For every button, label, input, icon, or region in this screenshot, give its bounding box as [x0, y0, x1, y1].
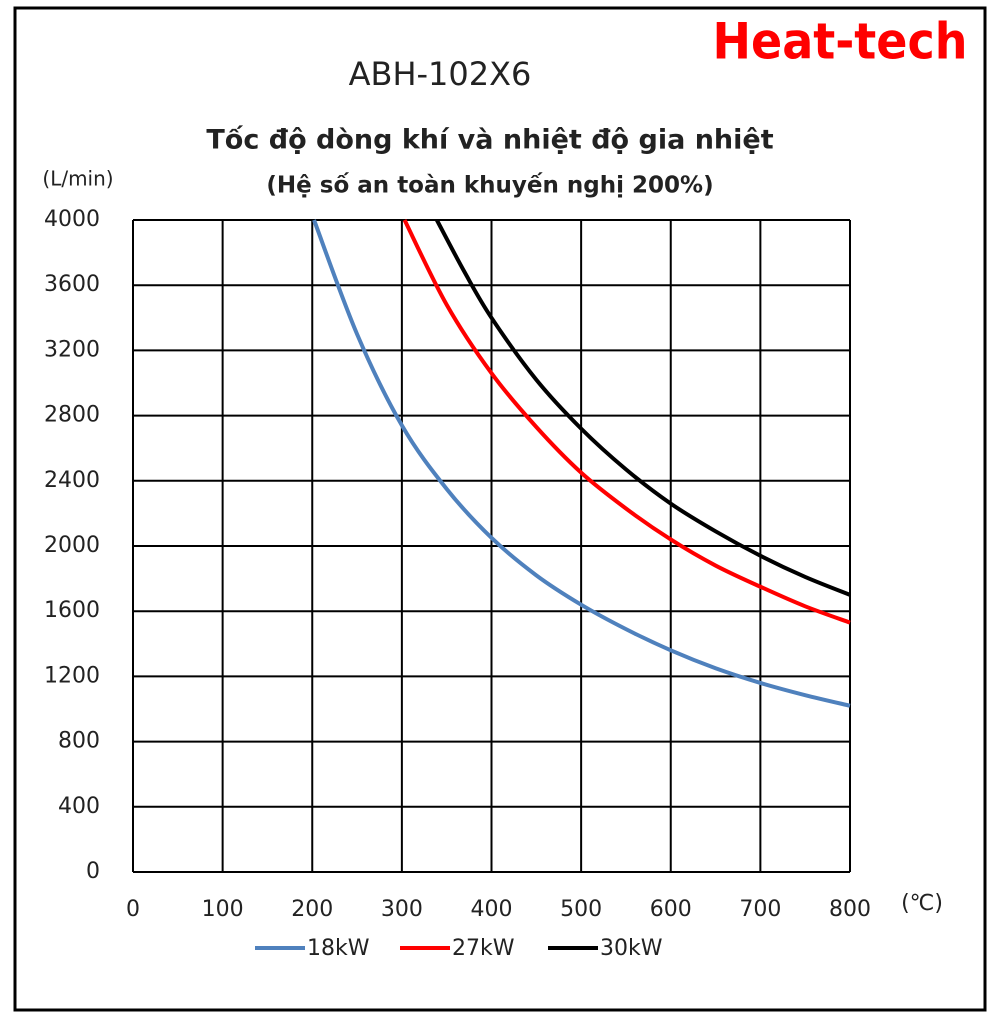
legend-label: 30kW	[600, 936, 663, 961]
x-tick-label: 700	[739, 897, 781, 922]
x-tick-label: 800	[829, 897, 871, 922]
line-series	[435, 219, 851, 597]
y-tick-label: 2000	[44, 533, 100, 558]
x-axis-label: (℃)	[901, 891, 943, 916]
brand: Heat-tech	[713, 13, 968, 71]
chart-subtitle: Tốc độ dòng khí và nhiệt độ gia nhiệt	[206, 125, 773, 156]
y-tick-label: 2400	[44, 468, 100, 493]
y-tick-label: 1200	[44, 663, 100, 688]
legend-label: 27kW	[452, 936, 515, 961]
x-tick-label: 0	[126, 897, 140, 922]
chart-subtitle: (Hệ số an toàn khuyến nghị 200%)	[266, 172, 713, 199]
y-tick-label: 800	[58, 729, 100, 754]
y-tick-label: 0	[86, 859, 100, 884]
chart-title: ABH-102X6	[349, 55, 532, 93]
frame	[13, 6, 987, 1012]
x-tick-label: 300	[381, 897, 423, 922]
y-tick-label: 3600	[44, 272, 100, 297]
y-tick-label: 4000	[44, 207, 100, 232]
line-series	[402, 219, 851, 625]
y-tick-label: 400	[58, 794, 100, 819]
x-tick-label: 600	[650, 897, 692, 922]
y-tick-label: 1600	[44, 598, 100, 623]
line-series	[312, 219, 851, 708]
y-axis-label: (L/min)	[42, 167, 113, 191]
y-tick-label: 2800	[44, 403, 100, 428]
x-tick-label: 200	[291, 897, 333, 922]
x-tick-label: 100	[202, 897, 244, 922]
x-tick-label: 500	[560, 897, 602, 922]
x-tick-label: 400	[471, 897, 513, 922]
y-tick-label: 3200	[44, 337, 100, 362]
legend-label: 18kW	[307, 936, 370, 961]
